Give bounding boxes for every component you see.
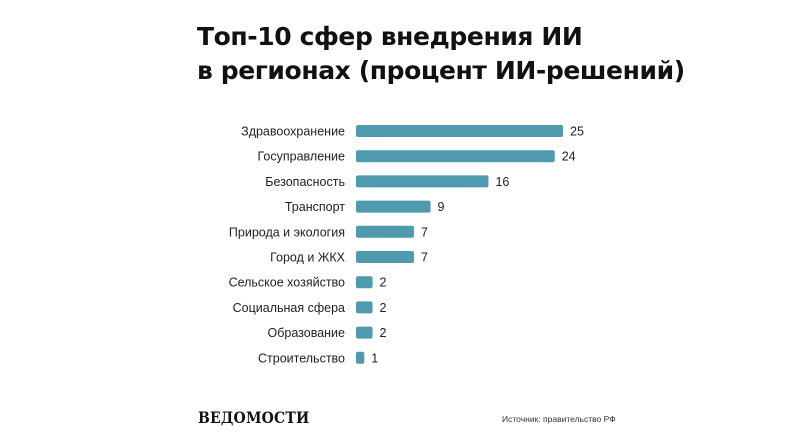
- chart-title-line-1: Топ-10 сфер внедрения ИИ: [197, 22, 583, 51]
- bar-value-label: 7: [421, 251, 428, 265]
- bar: [356, 326, 373, 339]
- category-label: Сельское хозяйство: [229, 276, 345, 290]
- category-label: Социальная сфера: [233, 301, 345, 315]
- chart-title-line-2: в регионах (процент ИИ-решений): [197, 56, 685, 85]
- bar: [356, 150, 555, 163]
- chart-title: Топ-10 сфер внедрения ИИ в регионах (про…: [197, 20, 685, 88]
- bar-value-label: 25: [570, 125, 584, 139]
- bar-value-label: 9: [438, 200, 445, 214]
- bar-value-label: 2: [380, 326, 387, 340]
- bar: [356, 175, 489, 188]
- bar-value-label: 1: [371, 351, 378, 365]
- bar: [356, 200, 431, 213]
- bar-value-label: 16: [495, 175, 509, 189]
- category-label: Строительство: [258, 351, 345, 365]
- category-label: Транспорт: [285, 200, 345, 214]
- bar: [356, 251, 414, 263]
- category-label: Здравоохранение: [241, 125, 345, 139]
- bar: [356, 301, 373, 314]
- bar: [356, 225, 414, 238]
- bar: [356, 276, 373, 289]
- bar-value-label: 2: [380, 276, 387, 290]
- category-label: Образование: [268, 326, 346, 340]
- source-note: Источник: правительство РФ: [502, 414, 616, 424]
- bar: [356, 125, 563, 137]
- bar-value-label: 2: [380, 301, 387, 315]
- category-label: Госуправление: [258, 150, 346, 164]
- bar-value-label: 7: [421, 225, 428, 239]
- bar: [356, 351, 365, 364]
- category-label: Природа и экология: [229, 225, 345, 239]
- bar-value-label: 24: [562, 150, 576, 164]
- category-label: Город и ЖКХ: [270, 251, 346, 265]
- vedomosti-logo: ВЕДОМОСТИ: [198, 409, 310, 428]
- category-label: Безопасность: [265, 175, 345, 189]
